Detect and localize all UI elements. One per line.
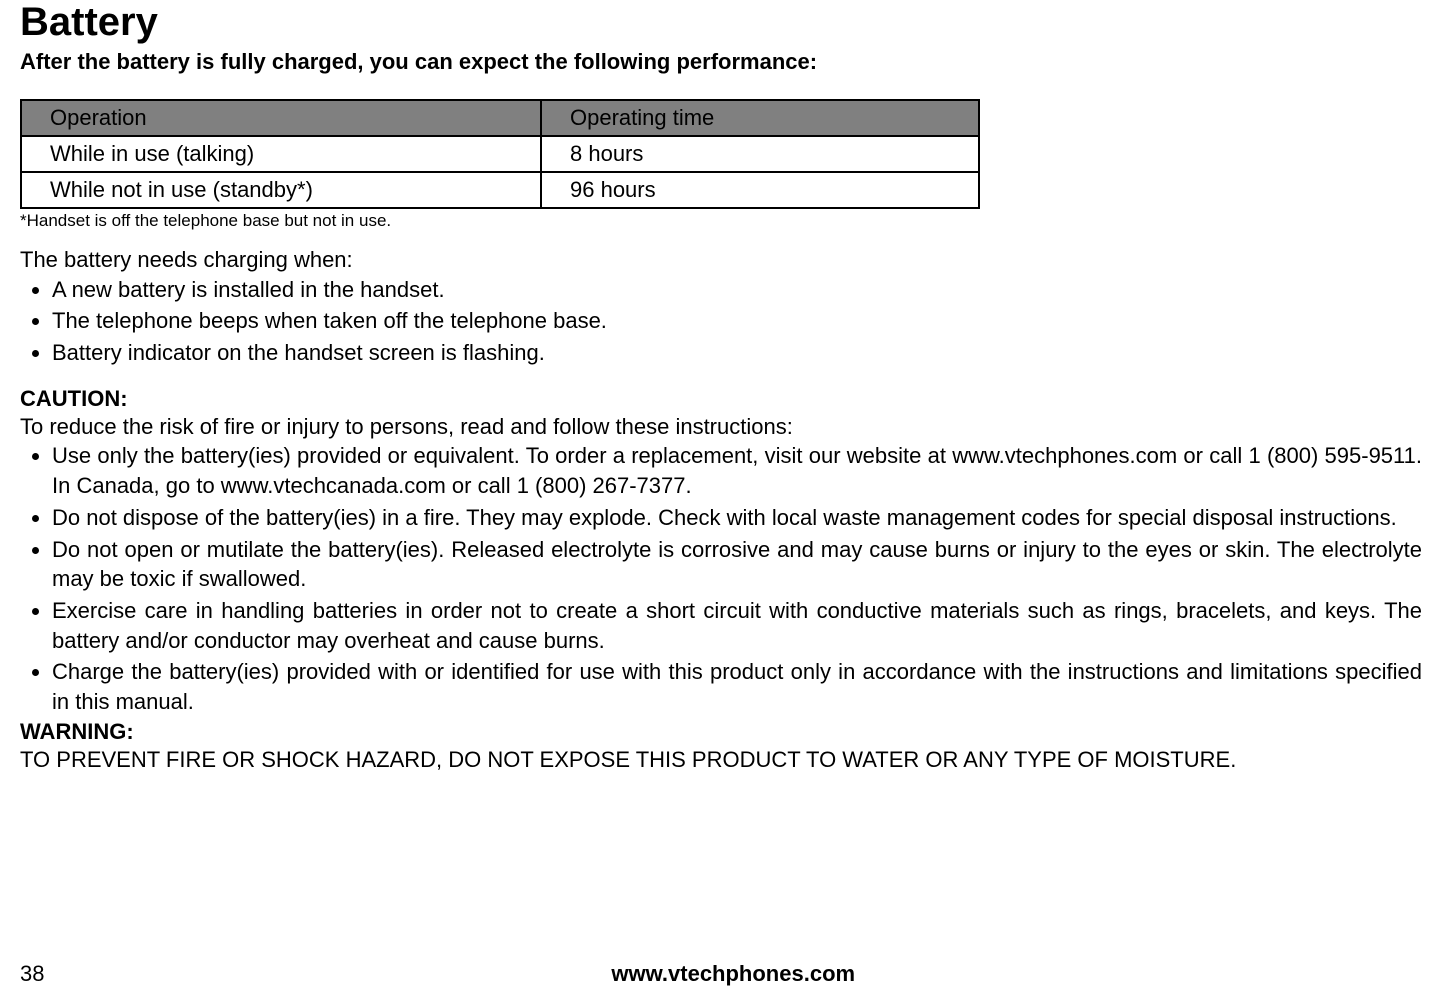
- performance-table: Operation Operating time While in use (t…: [20, 99, 980, 209]
- table-cell: 8 hours: [541, 136, 979, 172]
- list-item: Charge the battery(ies) provided with or…: [52, 657, 1422, 716]
- table-row: While in use (talking) 8 hours: [21, 136, 979, 172]
- document-page: Battery After the battery is fully charg…: [0, 0, 1442, 997]
- table-header-cell: Operating time: [541, 100, 979, 136]
- table-cell: While not in use (standby*): [21, 172, 541, 208]
- table-cell: While in use (talking): [21, 136, 541, 172]
- warning-heading: WARNING:: [20, 719, 1422, 745]
- caution-list: Use only the battery(ies) provided or eq…: [20, 441, 1422, 716]
- list-item: Do not open or mutilate the battery(ies)…: [52, 535, 1422, 594]
- table-header-cell: Operation: [21, 100, 541, 136]
- table-header-row: Operation Operating time: [21, 100, 979, 136]
- table-footnote: *Handset is off the telephone base but n…: [20, 211, 1422, 231]
- list-item: The telephone beeps when taken off the t…: [52, 306, 1422, 336]
- list-item: Use only the battery(ies) provided or eq…: [52, 441, 1422, 500]
- list-item: Exercise care in handling batteries in o…: [52, 596, 1422, 655]
- warning-text: TO PREVENT FIRE OR SHOCK HAZARD, DO NOT …: [20, 745, 1422, 775]
- caution-heading: CAUTION:: [20, 386, 1422, 412]
- page-subtitle: After the battery is fully charged, you …: [20, 49, 1422, 75]
- list-item: Battery indicator on the handset screen …: [52, 338, 1422, 368]
- list-item: Do not dispose of the battery(ies) in a …: [52, 503, 1422, 533]
- table-row: While not in use (standby*) 96 hours: [21, 172, 979, 208]
- footer-url: www.vtechphones.com: [20, 961, 1422, 987]
- page-number: 38: [20, 961, 44, 987]
- charging-intro: The battery needs charging when:: [20, 245, 1422, 275]
- caution-intro: To reduce the risk of fire or injury to …: [20, 412, 1422, 442]
- page-footer: 38 www.vtechphones.com: [20, 961, 1422, 987]
- page-title: Battery: [20, 0, 1422, 45]
- table-cell: 96 hours: [541, 172, 979, 208]
- list-item: A new battery is installed in the handse…: [52, 275, 1422, 305]
- charging-list: A new battery is installed in the handse…: [20, 275, 1422, 368]
